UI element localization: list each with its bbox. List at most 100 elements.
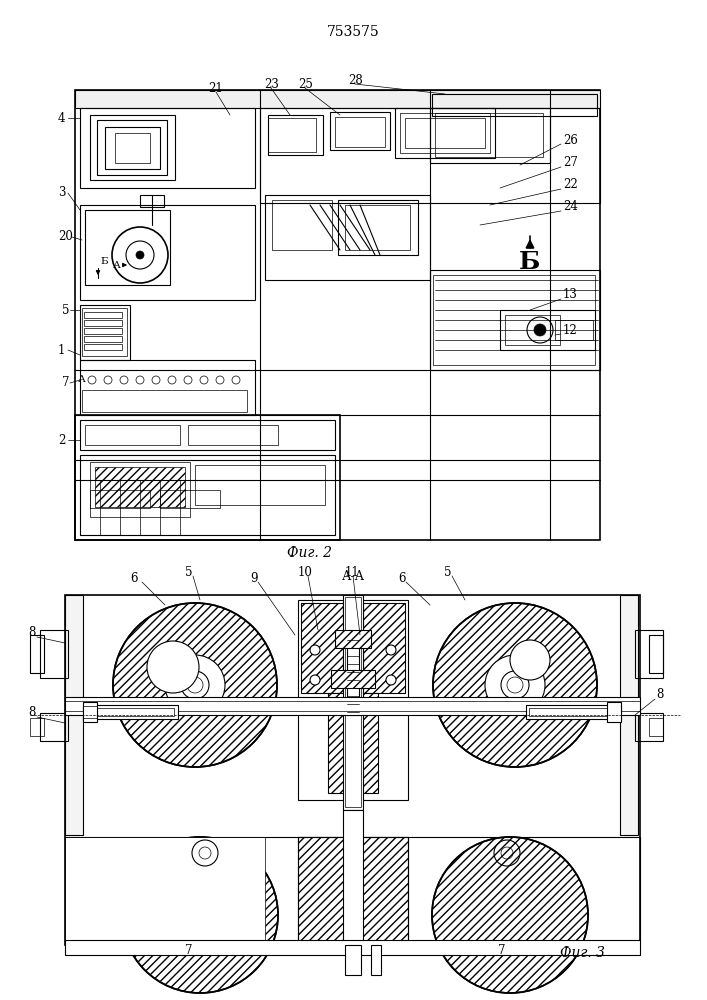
- Bar: [343, 595, 363, 810]
- Bar: [65, 595, 83, 835]
- Bar: [75, 90, 600, 108]
- Bar: [65, 701, 640, 711]
- Bar: [80, 360, 255, 415]
- Circle shape: [510, 640, 550, 680]
- Circle shape: [433, 603, 597, 767]
- Text: А: А: [78, 375, 86, 384]
- Bar: [500, 310, 595, 350]
- Bar: [347, 635, 359, 715]
- Bar: [80, 420, 335, 450]
- Circle shape: [136, 251, 144, 259]
- Bar: [84, 320, 122, 326]
- Circle shape: [501, 671, 529, 699]
- Bar: [335, 117, 385, 147]
- Bar: [85, 425, 180, 445]
- Text: 28: 28: [348, 74, 363, 87]
- Bar: [405, 118, 485, 148]
- Bar: [395, 108, 495, 158]
- Bar: [84, 312, 122, 318]
- Bar: [75, 90, 600, 540]
- Bar: [400, 113, 490, 153]
- Bar: [65, 837, 640, 945]
- Text: 23: 23: [264, 78, 279, 91]
- Text: 3: 3: [58, 186, 66, 200]
- Bar: [260, 108, 600, 203]
- Circle shape: [113, 603, 277, 767]
- Bar: [65, 940, 640, 955]
- Bar: [526, 705, 621, 719]
- Bar: [328, 693, 378, 793]
- Bar: [65, 837, 265, 945]
- Text: 7: 7: [498, 944, 506, 956]
- Bar: [430, 108, 550, 163]
- Text: 6: 6: [398, 572, 406, 584]
- Bar: [84, 344, 122, 350]
- Bar: [301, 603, 343, 693]
- Bar: [343, 810, 363, 942]
- Circle shape: [310, 675, 320, 685]
- Circle shape: [310, 645, 320, 655]
- Text: 9: 9: [250, 572, 257, 584]
- Bar: [84, 328, 122, 334]
- Bar: [83, 706, 97, 718]
- Text: 21: 21: [208, 82, 223, 95]
- Bar: [90, 462, 190, 517]
- Bar: [80, 205, 255, 300]
- Bar: [635, 713, 663, 741]
- Text: 6: 6: [130, 572, 137, 584]
- Bar: [97, 120, 167, 175]
- Bar: [95, 467, 185, 507]
- Circle shape: [534, 324, 546, 336]
- Text: 25: 25: [298, 78, 313, 91]
- Bar: [86, 708, 174, 716]
- Bar: [80, 455, 335, 535]
- Bar: [80, 305, 130, 360]
- Text: Фиг. 3: Фиг. 3: [560, 946, 605, 960]
- Bar: [363, 603, 405, 693]
- Circle shape: [147, 641, 199, 693]
- Bar: [345, 945, 361, 975]
- Circle shape: [485, 655, 545, 715]
- Bar: [335, 630, 371, 648]
- Bar: [40, 630, 68, 678]
- Bar: [65, 837, 640, 942]
- Bar: [635, 630, 663, 678]
- Bar: [83, 705, 178, 719]
- Bar: [338, 200, 418, 255]
- Bar: [82, 390, 247, 412]
- Bar: [435, 113, 543, 157]
- Circle shape: [527, 317, 553, 343]
- Text: 5: 5: [444, 566, 452, 578]
- Bar: [265, 195, 430, 280]
- Bar: [433, 275, 595, 365]
- Bar: [331, 670, 375, 688]
- Bar: [430, 270, 600, 370]
- Bar: [115, 133, 150, 163]
- Text: 27: 27: [563, 156, 578, 169]
- Circle shape: [122, 837, 278, 993]
- Bar: [195, 465, 325, 505]
- Text: А-А: А-А: [341, 570, 365, 584]
- Text: 8: 8: [28, 626, 35, 640]
- Text: Фиг. 2: Фиг. 2: [288, 546, 332, 560]
- Text: 7: 7: [185, 944, 192, 956]
- Bar: [272, 200, 332, 250]
- Text: 26: 26: [563, 133, 578, 146]
- Bar: [65, 595, 640, 945]
- Text: Б: Б: [520, 250, 541, 274]
- Bar: [30, 718, 44, 736]
- Bar: [649, 635, 663, 673]
- Circle shape: [432, 837, 588, 993]
- Bar: [268, 115, 323, 155]
- Bar: [298, 600, 408, 800]
- Text: 22: 22: [563, 178, 578, 192]
- Text: 2: 2: [58, 434, 65, 446]
- Bar: [188, 425, 278, 445]
- Bar: [75, 415, 340, 540]
- Bar: [268, 118, 316, 152]
- Bar: [83, 702, 97, 722]
- Text: Б: Б: [100, 257, 107, 266]
- Bar: [298, 837, 408, 942]
- Text: 4: 4: [58, 111, 66, 124]
- Text: 10: 10: [298, 566, 313, 578]
